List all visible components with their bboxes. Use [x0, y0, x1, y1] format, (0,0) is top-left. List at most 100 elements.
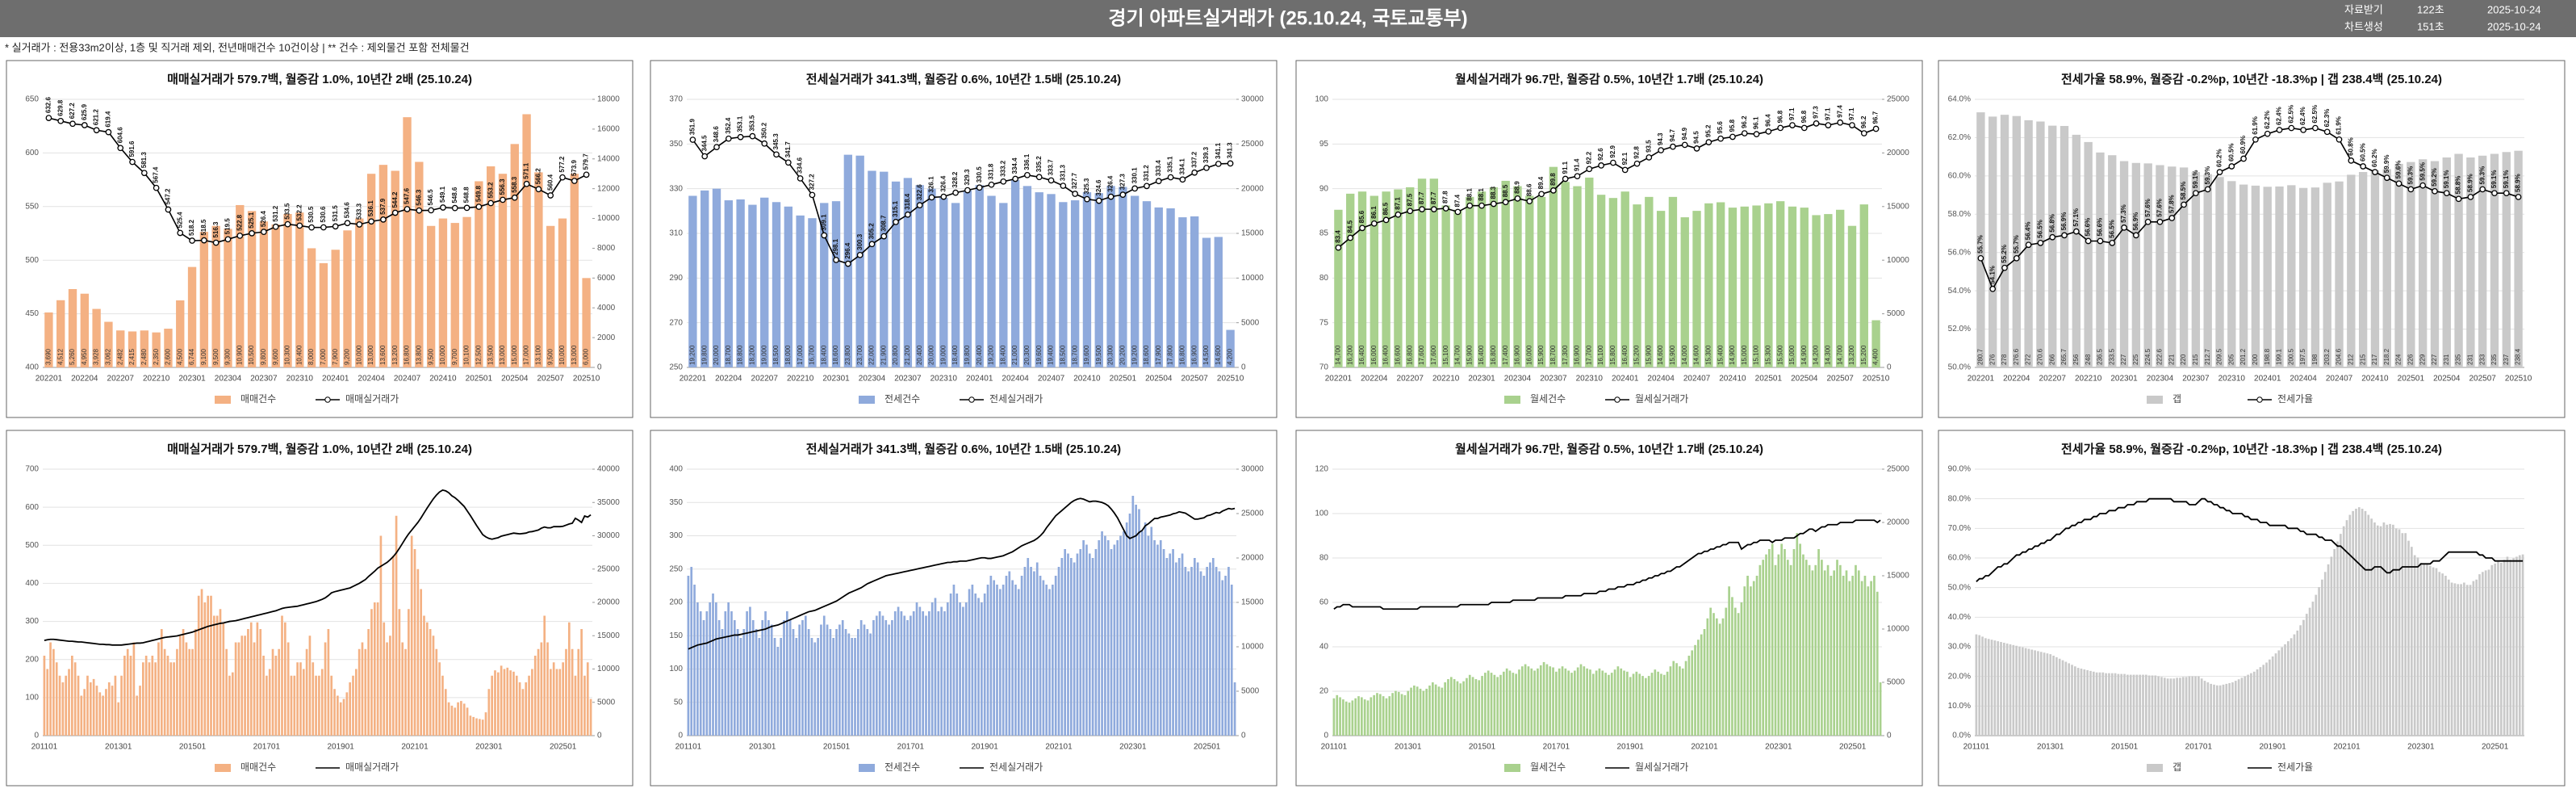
bar: [1172, 549, 1174, 736]
bar: [724, 611, 727, 736]
line-marker: [1729, 133, 1736, 141]
bar: [55, 662, 58, 736]
bar-label: 13,200: [391, 345, 399, 365]
line-marker: [1359, 224, 1365, 232]
bar-label: 14,900: [1729, 345, 1736, 365]
bar: [152, 332, 161, 367]
bar: [2463, 582, 2465, 736]
y-tick-label: 60.0%: [1948, 171, 1971, 180]
bar: [1537, 196, 1546, 367]
bar: [956, 594, 959, 736]
bar: [742, 629, 746, 736]
bar-label: 14,000: [1681, 345, 1688, 365]
line-marker: [2443, 190, 2450, 197]
bar: [770, 624, 773, 736]
bar: [776, 647, 780, 736]
bar: [140, 330, 149, 367]
bar: [1027, 558, 1030, 736]
bar: [2444, 576, 2447, 736]
x-tick-label: 202207: [1397, 375, 1424, 384]
x-tick-label: 202410: [1719, 375, 1746, 384]
point-label: 55.7%: [2013, 235, 2020, 254]
bar-label: 18,800: [737, 345, 744, 365]
bar: [2521, 554, 2524, 736]
bar: [1425, 688, 1428, 736]
line-marker: [809, 191, 816, 199]
bar: [1518, 669, 1520, 736]
bar: [1082, 540, 1085, 736]
x-tick-label: 202210: [143, 375, 170, 384]
point-label: 56.6%: [2097, 218, 2104, 237]
line-marker: [1800, 124, 1808, 132]
y2-tick-label: 5000: [597, 698, 616, 707]
bar-label: 20,400: [916, 345, 923, 365]
bar: [46, 669, 49, 736]
bar: [1545, 664, 1549, 736]
bar-label: 19,200: [988, 345, 995, 365]
bar: [342, 698, 345, 736]
bar: [1555, 671, 1558, 736]
line-marker: [1586, 166, 1593, 173]
bar: [1202, 237, 1211, 367]
y-tick-label: 40: [1319, 643, 1329, 652]
bar: [1857, 570, 1860, 736]
bar: [2157, 676, 2160, 736]
bar-label: 19,000: [760, 345, 767, 365]
y2-tick-label: 15000: [1241, 229, 1264, 238]
bar: [546, 642, 549, 736]
x-tick-label: 202501: [1755, 375, 1783, 384]
legend-marker: [1614, 396, 1620, 403]
bar: [1453, 209, 1462, 367]
y2-tick-label: 10000: [1887, 625, 1909, 634]
point-label: 549.1: [439, 186, 446, 203]
bar: [2198, 676, 2200, 736]
point-label: 60.9%: [2239, 136, 2247, 154]
bar: [1669, 666, 1672, 736]
line-marker: [701, 153, 709, 160]
bar: [537, 648, 540, 736]
bar-label: 16,900: [1514, 345, 1521, 365]
bar: [169, 662, 173, 736]
x-tick-label: 202510: [1217, 375, 1244, 384]
bar: [2490, 564, 2494, 736]
y2-tick-label: 25000: [1887, 95, 1909, 104]
bar: [1680, 217, 1689, 367]
y-tick-label: 30.0%: [1948, 643, 1971, 652]
point-label: 96.7: [1872, 111, 1880, 124]
bar: [2215, 685, 2218, 736]
chart-title: 월세실거래가 96.7만, 월증감 0.5%, 10년간 1.7배 (25.10…: [1455, 72, 1763, 86]
bar: [1466, 196, 1474, 367]
line-marker: [547, 192, 554, 199]
bar: [925, 615, 927, 736]
bar: [253, 642, 256, 736]
line-marker: [2407, 186, 2415, 193]
bar-label: 15,200: [1860, 345, 1867, 365]
y-tick-label: 300: [669, 531, 683, 540]
bar: [2348, 514, 2352, 736]
bar: [1391, 693, 1394, 736]
bar: [764, 611, 767, 736]
bar: [1178, 217, 1187, 367]
point-label: 546.3: [415, 189, 422, 206]
point-label: 544.2: [391, 191, 399, 208]
bar: [1221, 580, 1224, 736]
line-marker: [2288, 124, 2295, 132]
y-tick-label: 350: [669, 498, 683, 507]
bar: [2179, 167, 2189, 367]
line-marker: [2383, 174, 2390, 182]
bar: [295, 212, 304, 367]
bar-label: 4,950: [81, 348, 88, 365]
bar: [922, 611, 925, 736]
bar-label: 13,000: [499, 345, 506, 365]
bar: [2117, 673, 2120, 736]
x-tick-label: 201101: [675, 743, 702, 752]
point-label: 336.1: [1023, 153, 1031, 170]
point-label: 549.8: [475, 185, 482, 202]
line-marker: [177, 229, 184, 237]
bar: [2418, 159, 2428, 368]
bar: [1595, 670, 1598, 736]
bar: [163, 648, 166, 736]
bar: [2160, 677, 2163, 736]
bar: [2457, 584, 2460, 736]
y2-tick-label: 25000: [1887, 465, 1909, 474]
